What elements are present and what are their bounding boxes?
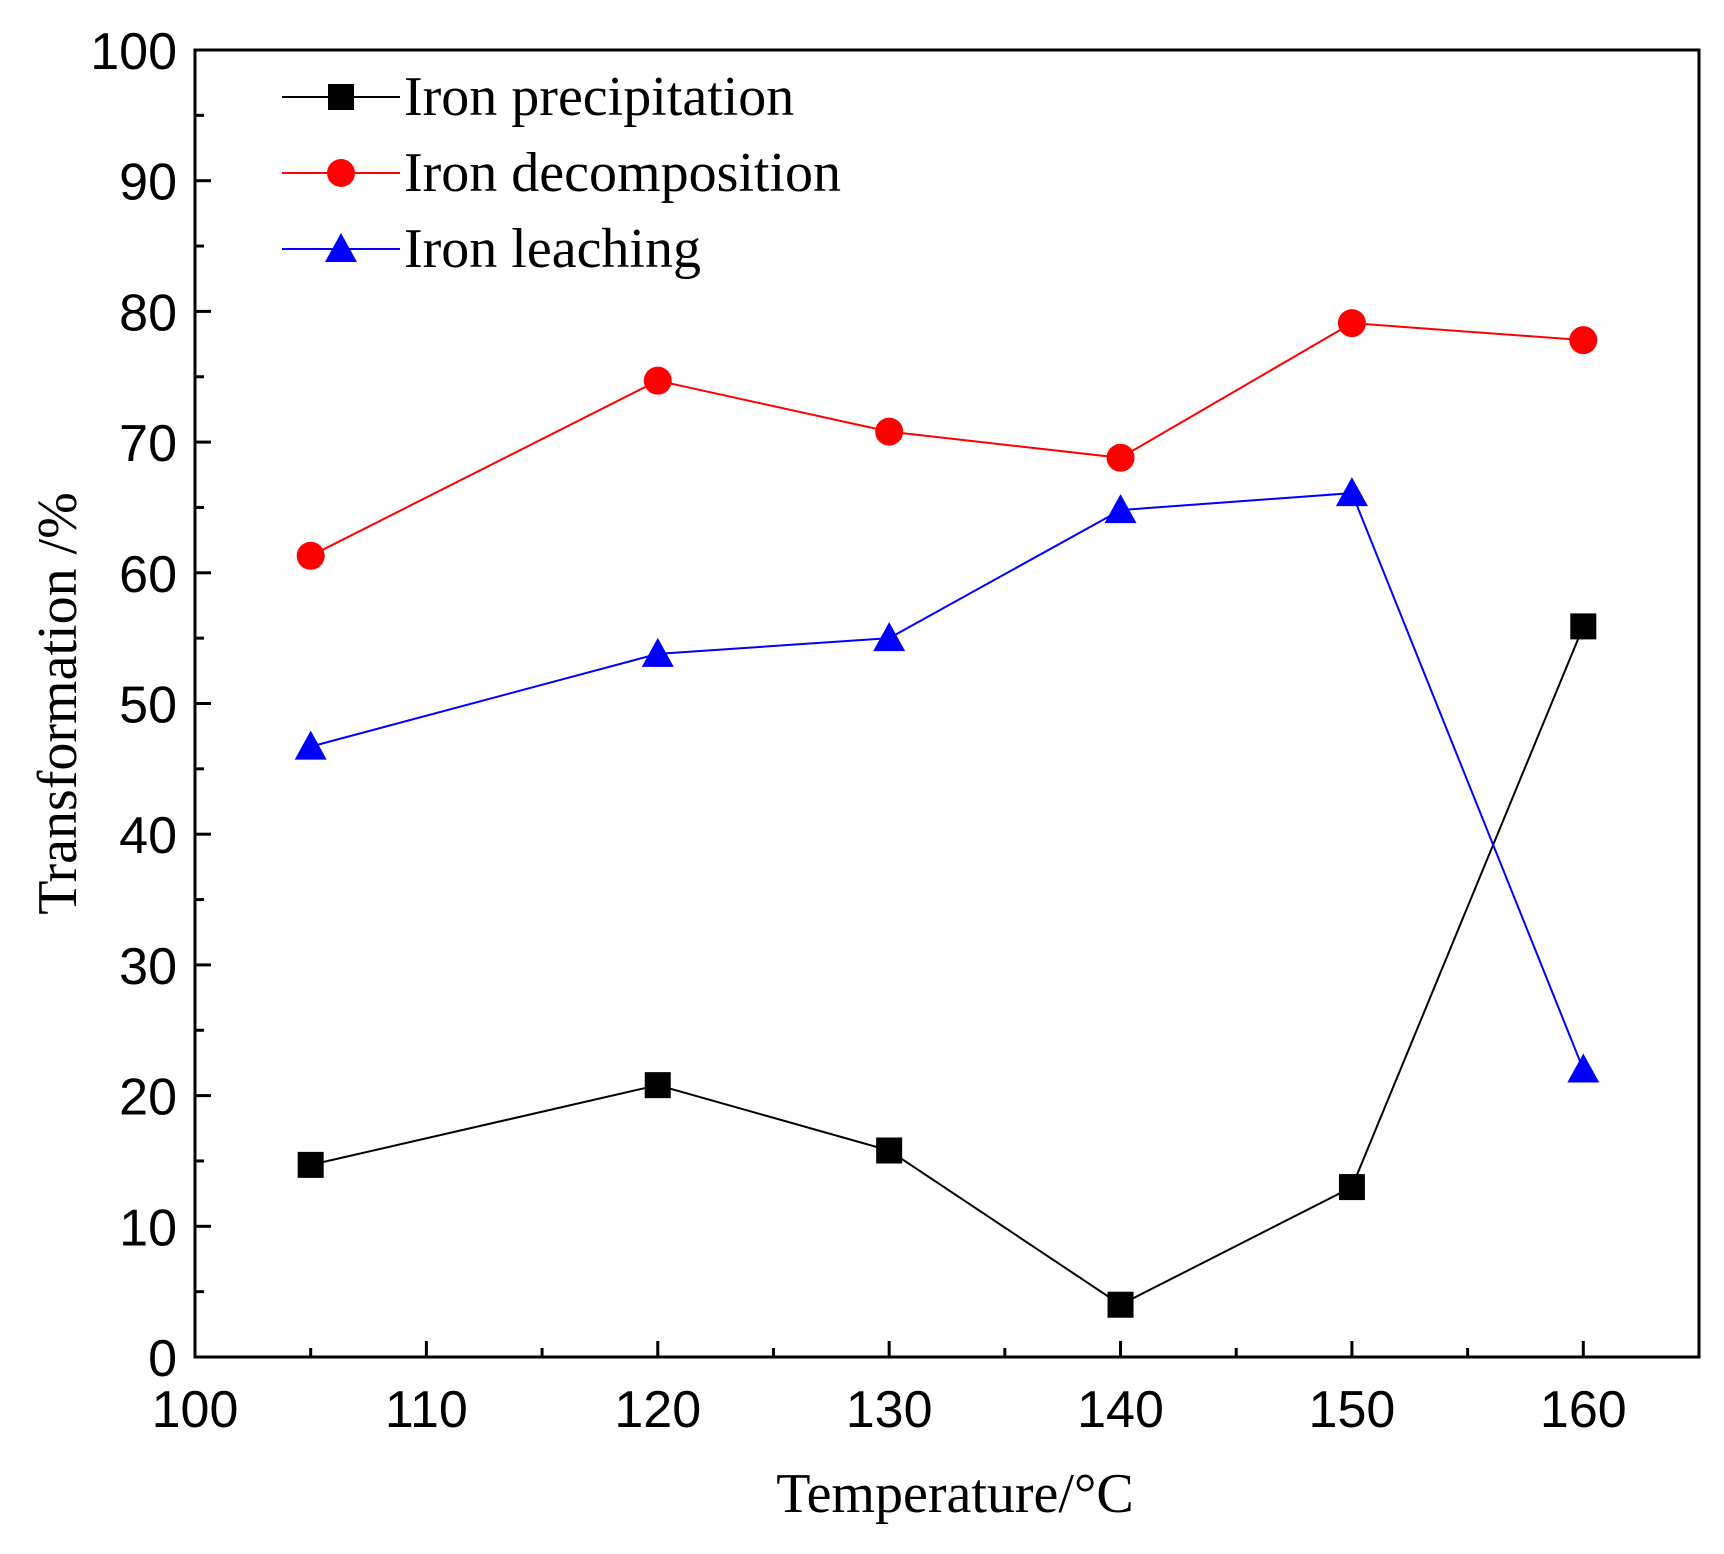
data-point [1338,1174,1365,1201]
y-tick-label: 50 [119,677,177,735]
x-tick-label: 120 [614,1381,701,1439]
data-point [297,1151,324,1178]
legend-entry: Iron decomposition [282,142,841,204]
x-tick-label: 110 [385,1381,468,1439]
x-tick-label: 160 [1540,1381,1627,1439]
y-tick-label: 70 [119,415,177,473]
legend-marker [327,159,355,187]
y-axis-title: Transformation /% [27,492,89,915]
y-tick-label: 10 [119,1199,177,1257]
data-point [1569,326,1598,355]
data-point [644,1072,671,1099]
data-point [641,637,674,667]
data-point [294,730,327,760]
data-point [1107,1291,1134,1318]
y-tick-label: 30 [119,938,177,996]
y-tick-label: 20 [119,1069,177,1127]
data-point [875,417,904,446]
x-tick-label: 140 [1077,1381,1164,1439]
x-tick-label: 130 [846,1381,933,1439]
y-tick-label: 80 [119,284,177,342]
data-point [1337,309,1366,338]
data-point [1335,477,1368,507]
y-tick-label: 100 [90,23,177,81]
data-point [1104,494,1137,524]
x-tick-label: 150 [1309,1381,1396,1439]
data-point [1106,443,1135,472]
y-tick-label: 90 [119,154,177,212]
data-point [873,622,906,652]
series-3 [294,477,1600,1083]
legend-entry: Iron leaching [282,218,701,280]
legend-marker [325,233,357,262]
legend-entry: Iron precipitation [282,66,794,128]
data-point [643,366,672,395]
legend-label: Iron decomposition [404,142,841,204]
series-line [310,626,1585,1306]
x-axis-title: Temperature/°C [776,1463,1133,1525]
y-tick-label: 60 [119,546,177,604]
legend: Iron precipitation Iron decomposition Iron… [282,66,841,280]
series-group [294,309,1600,1318]
series-2 [296,309,1598,570]
data-point [296,541,325,570]
series-1 [297,613,1597,1318]
data-point [1567,1053,1600,1083]
legend-label: Iron leaching [404,218,701,280]
data-point [1570,613,1597,640]
legend-label: Iron precipitation [404,66,794,128]
series-line [310,322,1584,557]
data-point [876,1137,903,1164]
x-tick-label: 100 [152,1381,239,1439]
axes: 100 110 120 130 140 150 160 0 10 20 30 40 50 60 70 80 90… [90,23,1701,1439]
legend-marker [328,84,354,110]
y-tick-label: 40 [119,807,177,865]
y-tick-label: 0 [148,1330,177,1388]
series-line [310,492,1585,1070]
